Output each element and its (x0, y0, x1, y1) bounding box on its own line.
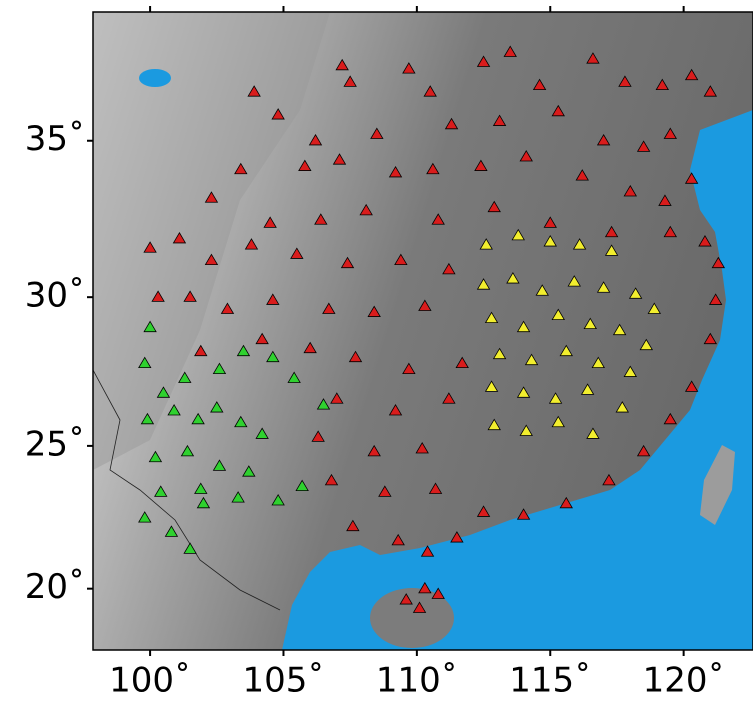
lake (139, 69, 171, 87)
map: 100˚ 105˚ 110˚ 115˚ 120˚ 20˚ 25˚ 30˚ 35˚ (0, 0, 753, 704)
y-tick-label: 30˚ (25, 276, 85, 316)
x-tick-label: 110˚ (376, 661, 458, 701)
y-tick-label: 25˚ (25, 424, 85, 464)
x-tick-label: 115˚ (509, 661, 591, 701)
x-tick-label: 105˚ (243, 661, 325, 701)
x-tick-label: 120˚ (643, 661, 725, 701)
x-tick-label: 100˚ (109, 661, 191, 701)
basemap (93, 12, 753, 650)
y-tick-label: 35˚ (25, 119, 85, 159)
y-tick-label: 20˚ (25, 567, 85, 607)
